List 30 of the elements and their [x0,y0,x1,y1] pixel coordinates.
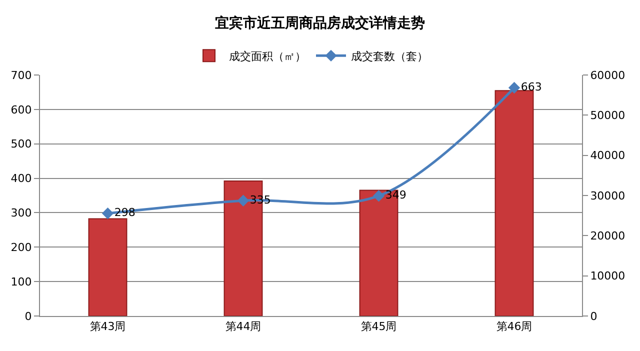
y2-tick-label: 50000 [590,109,626,122]
y-tick-label: 500 [10,138,32,151]
point [102,208,114,220]
point [237,194,250,207]
y-tick-label: 300 [10,206,32,220]
x-tick-label: 第45周 [360,320,397,334]
bar [494,90,534,316]
y-tick-label: 100 [10,275,32,288]
y-tick-label: 700 [10,68,32,82]
y-tick-label: 400 [10,172,32,186]
point [508,82,520,94]
x-tick-label: 第44周 [225,320,262,334]
y2-tick-label: 10000 [590,270,626,283]
data-label: 335 [250,193,271,206]
legend-label: 成交面积（㎡） [229,50,306,63]
point [372,190,385,202]
y-tick-label: 600 [10,103,32,116]
y2-tick-label: 0 [590,310,598,323]
y2-tick-label: 60000 [590,68,626,82]
x-tick-label: 第43周 [90,320,126,334]
bar [88,218,128,316]
y2-tick-label: 30000 [590,189,626,202]
y2-tick-label: 20000 [590,230,626,243]
data-label: 663 [520,80,542,94]
y-tick-label: 200 [10,240,32,254]
y2-tick-label: 40000 [590,149,626,162]
x-tick-label: 第46周 [496,320,532,334]
legend-label: 成交套数（套） [351,50,428,63]
chart-title: 宜宾市近五周商品房成交详情走势 [215,14,425,32]
y-tick-label: 0 [24,310,32,323]
